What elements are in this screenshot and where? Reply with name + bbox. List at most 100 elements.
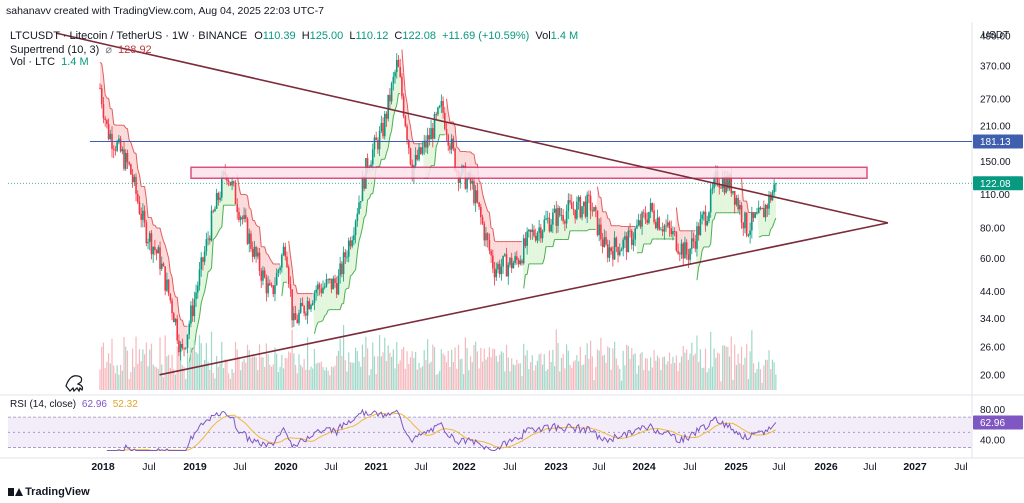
candle-body xyxy=(728,174,731,189)
supertrend-bear-fill xyxy=(132,147,135,180)
volume-bar xyxy=(284,357,286,390)
volume-bar xyxy=(758,361,760,390)
volume-bar xyxy=(445,361,448,390)
candle-body xyxy=(322,287,324,294)
candle-body xyxy=(250,233,252,249)
resistance-zone-rect[interactable] xyxy=(190,166,868,180)
supertrend-bull-fill xyxy=(535,236,538,264)
supertrend-bear-fill xyxy=(497,241,500,269)
volume-bar xyxy=(519,363,521,390)
candle-body xyxy=(514,256,516,264)
volume-bar xyxy=(349,362,352,390)
volume-bar xyxy=(150,343,153,390)
candle-body xyxy=(769,194,772,201)
candle-body xyxy=(289,284,292,290)
volume-bar xyxy=(631,347,633,390)
candle-body xyxy=(768,194,770,209)
drawing-tool-icon[interactable] xyxy=(65,375,84,393)
candle-body xyxy=(272,285,275,295)
volume-bar xyxy=(258,344,261,390)
volume-bar xyxy=(267,354,269,390)
candle-body xyxy=(431,128,434,139)
supertrend-up-line xyxy=(219,226,223,230)
candle-body xyxy=(202,257,204,262)
candle-body xyxy=(123,149,125,169)
supertrend-bull-fill xyxy=(559,211,562,240)
candle-body xyxy=(162,263,165,267)
rsi-legend[interactable]: RSI (14, close) 62.96 52.32 xyxy=(10,399,138,410)
candle-body xyxy=(727,175,729,189)
volume-bar xyxy=(255,357,257,390)
candle-body xyxy=(291,289,293,321)
supertrend-down-line xyxy=(456,147,459,149)
volume-bar xyxy=(476,351,478,390)
volume-bar xyxy=(269,364,271,390)
volume-bar xyxy=(492,348,494,390)
candle-body xyxy=(215,193,218,209)
supertrend-bear-fill xyxy=(686,230,689,258)
supertrend-up-line xyxy=(214,235,218,239)
volume-bar xyxy=(224,359,226,390)
volume-bar xyxy=(698,362,700,390)
supertrend-down-line xyxy=(166,251,170,259)
volume-bar xyxy=(732,379,734,390)
x-axis-tick-label: Jul xyxy=(954,461,967,473)
triangle-lower-trendline[interactable] xyxy=(159,222,889,376)
supertrend-up-line xyxy=(768,229,772,236)
volume-bar xyxy=(205,343,207,390)
supertrend-down-line xyxy=(271,260,274,265)
volume-bar xyxy=(373,356,376,390)
volume-bar xyxy=(389,352,391,390)
volume-bar xyxy=(655,360,657,390)
candle-body xyxy=(526,231,528,246)
candle-body xyxy=(382,122,384,137)
volume-bar xyxy=(756,368,758,390)
candle-body xyxy=(155,250,158,254)
volume-bar xyxy=(156,367,158,390)
volume-bar xyxy=(615,358,617,390)
tradingview-logo[interactable]: TradingView xyxy=(8,486,90,498)
volume-bar xyxy=(301,367,304,390)
supertrend-bull-fill xyxy=(218,196,221,232)
volume-bar xyxy=(353,362,355,390)
candle-body xyxy=(584,201,587,217)
volume-bar xyxy=(121,370,123,390)
triangle-upper-trendline[interactable] xyxy=(55,32,889,224)
volume-bar xyxy=(770,369,772,390)
volume-bar xyxy=(370,369,372,390)
candle-body xyxy=(485,233,487,241)
supertrend-bear-fill xyxy=(110,108,113,142)
supertrend-bear-fill xyxy=(262,246,265,276)
volume-bar xyxy=(207,361,209,390)
volume-bar xyxy=(471,362,473,390)
supertrend-up-line xyxy=(389,130,393,137)
candle-body xyxy=(112,148,115,150)
volume-legend[interactable]: Vol · LTC 1.4 M xyxy=(10,56,89,68)
volume-bar xyxy=(107,353,110,390)
supertrend-up-line xyxy=(543,246,547,259)
candle-body xyxy=(629,230,631,232)
supertrend-bear-fill xyxy=(156,228,159,252)
supertrend-down-line xyxy=(238,186,242,195)
supertrend-legend[interactable]: Supertrend (10, 3) ⌀ 128.92 xyxy=(10,44,152,56)
candle-body xyxy=(670,228,673,235)
volume-bar xyxy=(478,368,480,390)
candle-body xyxy=(691,238,693,249)
volume-bar xyxy=(310,366,312,390)
volume-bar xyxy=(360,366,362,390)
candle-body xyxy=(217,193,220,200)
supertrend-down-line xyxy=(145,198,149,218)
attribution: sahanavv created with TradingView.com, A… xyxy=(6,5,324,17)
volume-bar xyxy=(305,369,307,390)
candle-body xyxy=(325,279,328,287)
volume-bar xyxy=(620,380,623,390)
rsi-ma-line xyxy=(106,412,777,451)
volume-bar xyxy=(521,375,523,390)
supertrend-bull-fill xyxy=(760,208,763,237)
volume-bar xyxy=(372,342,374,390)
candle-body xyxy=(181,343,184,348)
candle-body xyxy=(593,207,595,212)
candle-body xyxy=(718,184,721,188)
supertrend-bull-fill xyxy=(530,230,533,264)
